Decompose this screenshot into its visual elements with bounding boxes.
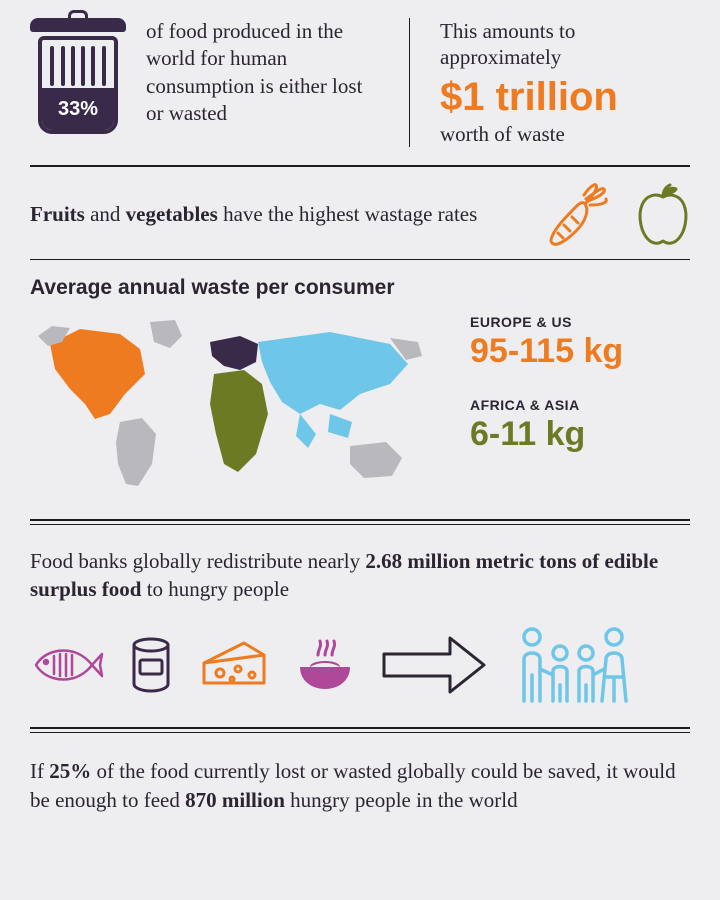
bowl-icon (294, 637, 356, 693)
trash-percent-label: 33% (42, 88, 114, 130)
carrot-icon (548, 181, 610, 249)
world-map (30, 314, 440, 499)
s2-text: Fruits and vegetables have the highest w… (30, 201, 528, 228)
fish-icon (30, 642, 104, 688)
arrow-right-icon (380, 632, 490, 698)
vertical-divider (409, 18, 410, 147)
s3-title: Average annual waste per consumer (30, 276, 690, 300)
can-icon (128, 636, 174, 694)
family-icon (514, 625, 634, 705)
region-stat-africa-asia: AFRICA & ASIA 6-11 kg (470, 397, 690, 454)
s5-text: If 25% of the food currently lost or was… (30, 757, 690, 814)
s1-left-text: of food produced in the world for human … (146, 18, 379, 127)
s1-right-intro: This amounts to approximately (440, 18, 690, 71)
apple-icon (636, 183, 690, 247)
s4-text: Food banks globally redistribute nearly … (30, 547, 690, 604)
s1-right-value: $1 trillion (440, 75, 690, 120)
region-stat-eu-us: EUROPE & US 95-115 kg (470, 314, 690, 371)
s1-right-outro: worth of waste (440, 122, 690, 147)
cheese-icon (198, 637, 270, 693)
trash-can-icon: 33% (30, 18, 126, 138)
